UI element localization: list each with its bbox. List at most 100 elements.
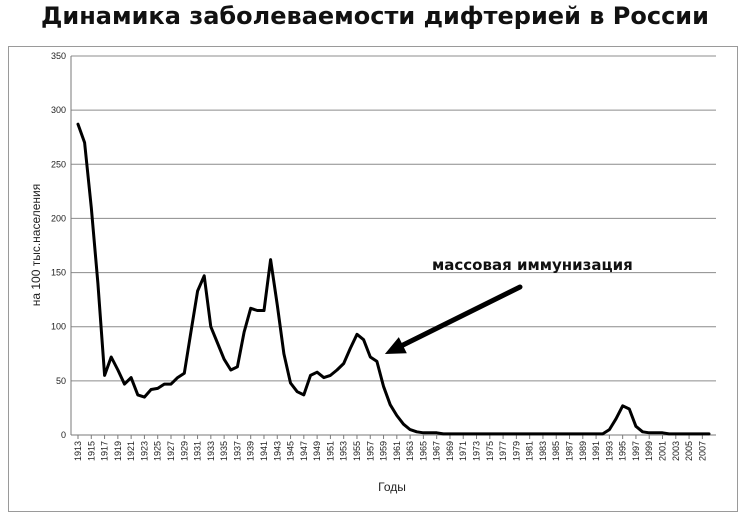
data-point bbox=[436, 432, 438, 434]
data-point bbox=[529, 433, 531, 435]
x-tick-label: 1937 bbox=[232, 441, 242, 461]
x-tick-labels: 1913 1915 1917 1919 1921 1923 1925 1927 1929 1931… bbox=[73, 435, 707, 461]
data-point bbox=[190, 331, 192, 333]
axes bbox=[70, 56, 716, 436]
data-point bbox=[157, 387, 159, 390]
x-tick-label: 1915 bbox=[86, 441, 96, 461]
data-point bbox=[489, 433, 491, 435]
data-point bbox=[562, 433, 564, 435]
data-point bbox=[143, 396, 146, 398]
data-point bbox=[309, 374, 312, 377]
data-point bbox=[522, 433, 524, 435]
data-point bbox=[123, 383, 126, 385]
y-tick-labels: 0 50 100 150 200 250 300 350 bbox=[51, 51, 66, 440]
data-point bbox=[382, 385, 385, 387]
x-tick-label: 1923 bbox=[139, 441, 149, 461]
data-point bbox=[230, 369, 232, 371]
data-point bbox=[289, 382, 292, 384]
y-tick-label: 50 bbox=[56, 376, 66, 386]
x-tick-label: 2005 bbox=[684, 441, 694, 461]
data-point bbox=[97, 282, 99, 284]
x-tick-label: 1913 bbox=[73, 441, 83, 461]
x-tick-label: 1991 bbox=[591, 441, 601, 461]
data-point bbox=[615, 418, 617, 420]
data-point bbox=[77, 123, 79, 125]
annotation-text: массовая иммунизация bbox=[432, 256, 633, 274]
y-tick-label: 350 bbox=[51, 51, 66, 61]
x-tick-label: 1941 bbox=[259, 441, 269, 461]
x-tick-label: 1979 bbox=[511, 441, 521, 461]
data-point bbox=[675, 433, 677, 435]
x-tick-label: 1939 bbox=[246, 441, 256, 461]
y-tick-label: 250 bbox=[51, 159, 66, 169]
data-point bbox=[303, 394, 305, 396]
data-point bbox=[110, 356, 112, 358]
y-axis-label: на 100 тыс.населения bbox=[29, 184, 43, 307]
x-tick-label: 1961 bbox=[392, 441, 402, 461]
data-point bbox=[223, 358, 225, 360]
data-point bbox=[216, 342, 219, 344]
data-point bbox=[661, 432, 664, 434]
data-point bbox=[582, 433, 584, 435]
data-point bbox=[150, 388, 152, 391]
data-point bbox=[363, 339, 365, 341]
data-point bbox=[263, 309, 265, 312]
data-point bbox=[482, 433, 484, 435]
x-tick-label: 1985 bbox=[551, 441, 561, 461]
x-tick-label: 1921 bbox=[126, 441, 136, 461]
y-tick-label: 150 bbox=[51, 268, 66, 278]
data-point bbox=[635, 425, 637, 427]
x-tick-label: 1997 bbox=[631, 441, 641, 461]
x-tick-label: 1965 bbox=[418, 441, 428, 461]
data-point bbox=[648, 432, 650, 434]
x-tick-label: 2007 bbox=[697, 441, 707, 461]
data-point bbox=[456, 433, 458, 435]
data-point bbox=[196, 290, 199, 292]
data-point bbox=[103, 374, 106, 377]
data-point bbox=[117, 369, 119, 371]
data-points bbox=[77, 123, 710, 435]
x-tick-label: 1931 bbox=[193, 441, 203, 461]
data-point bbox=[203, 275, 205, 277]
data-point bbox=[622, 405, 624, 407]
data-point bbox=[356, 333, 358, 335]
x-tick-label: 1993 bbox=[604, 441, 614, 461]
x-tick-label: 1945 bbox=[286, 441, 296, 461]
y-tick-label: 100 bbox=[51, 322, 66, 332]
x-tick-label: 1933 bbox=[206, 441, 216, 461]
data-point bbox=[568, 433, 571, 435]
x-tick-label: 1917 bbox=[100, 441, 110, 461]
x-tick-label: 1999 bbox=[644, 441, 654, 461]
x-tick-label: 1955 bbox=[352, 441, 362, 461]
x-tick-label: 1927 bbox=[166, 441, 176, 461]
x-tick-label: 1929 bbox=[179, 441, 189, 461]
data-point bbox=[442, 433, 444, 435]
x-tick-label: 1967 bbox=[432, 441, 442, 461]
data-point bbox=[256, 309, 258, 312]
x-tick-label: 1935 bbox=[219, 441, 229, 461]
data-point bbox=[422, 432, 424, 434]
x-axis-label: Годы bbox=[378, 480, 406, 494]
data-point bbox=[602, 433, 604, 435]
data-point bbox=[628, 408, 630, 410]
data-point bbox=[695, 433, 697, 435]
data-point bbox=[429, 432, 431, 434]
data-point bbox=[270, 258, 272, 261]
data-point bbox=[343, 362, 345, 365]
data-point bbox=[336, 369, 338, 371]
x-tick-label: 1969 bbox=[445, 441, 455, 461]
x-tick-label: 2001 bbox=[658, 441, 668, 461]
series-line bbox=[76, 122, 711, 436]
data-point bbox=[396, 414, 398, 417]
data-point bbox=[469, 433, 471, 435]
data-point bbox=[329, 374, 331, 377]
chart-title: Динамика заболеваемости дифтерией в Росс… bbox=[41, 2, 709, 30]
data-point bbox=[402, 423, 405, 425]
x-tick-label: 1943 bbox=[272, 441, 282, 461]
data-point bbox=[588, 433, 591, 435]
data-point bbox=[641, 431, 644, 433]
data-point bbox=[170, 383, 172, 385]
data-point bbox=[163, 383, 165, 385]
data-point bbox=[369, 356, 371, 358]
